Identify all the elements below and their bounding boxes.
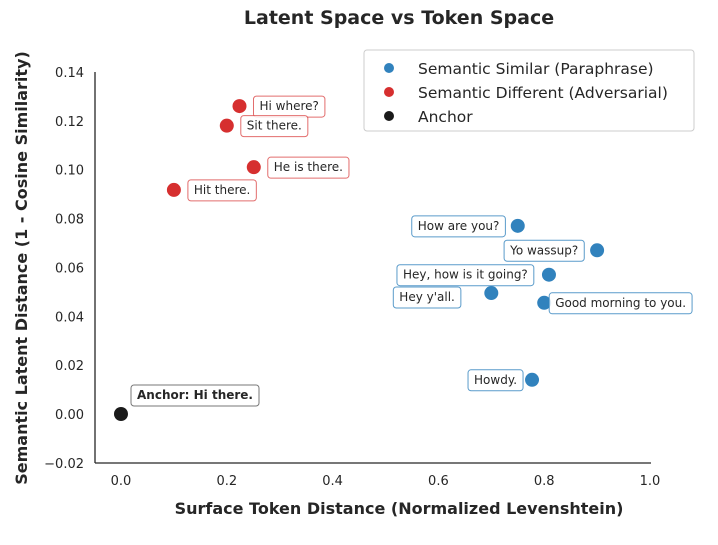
y-tick-label: 0.14 [55,66,84,81]
legend-label: Semantic Similar (Paraphrase) [418,60,654,78]
annotation-text: Good morning to you. [555,296,686,310]
point-annotation: Hit there. [187,179,257,202]
chart-title: Latent Space vs Token Space [244,7,554,29]
annotation-box [240,115,309,138]
annotation-box [267,156,350,179]
x-axis-label: Surface Token Distance (Normalized Leven… [175,499,624,518]
annotation-text: Hey y'all. [399,290,455,304]
annotation-text: Hi where? [259,99,318,113]
annotation-box [411,215,506,238]
annotation-box [467,369,524,392]
legend-marker [384,87,394,97]
legend-box [363,49,695,132]
annotation-text: He is there. [274,160,343,174]
annotation-text: Yo wassup? [509,243,578,257]
legend-marker [384,63,394,73]
annotation-box [396,264,535,287]
point-annotation: Yo wassup? [503,239,585,262]
annotation-box [548,292,693,315]
data-point [232,99,247,114]
point-annotation: How are you? [411,215,506,238]
y-tick-label: 0.02 [55,359,84,374]
point-annotation: Hey, how is it going? [396,264,535,287]
annotation-box [392,286,462,309]
y-tick-label: 0.04 [55,310,84,325]
point-annotation: Howdy. [467,369,524,392]
annotation-text: Anchor: Hi there. [137,388,253,402]
y-axis-label: Semantic Latent Distance (1 - Cosine Sim… [12,51,31,485]
data-point [510,218,525,233]
annotation-text: Howdy. [474,373,517,387]
annotation-box [503,239,585,262]
x-tick-label: 0.2 [216,474,237,489]
y-tick-label: 0.06 [55,261,84,276]
annotation-box [187,179,257,202]
data-point [537,295,552,310]
data-point [484,286,499,301]
point-annotation: Sit there. [240,115,309,138]
data-point [219,118,234,133]
legend-marker [384,111,394,121]
point-annotation: Hey y'all. [392,286,462,309]
y-tick-label: 0.10 [55,164,84,179]
data-point [114,407,128,421]
x-tick-label: 0.8 [534,474,555,489]
annotation-text: How are you? [418,219,500,233]
data-point [246,160,261,175]
annotation-box [130,384,260,407]
point-annotation: Anchor: Hi there. [130,384,260,407]
annotation-text: Sit there. [247,119,302,133]
y-tick-label: 0.12 [55,115,84,130]
x-tick-label: 0.4 [322,474,343,489]
data-point [525,372,540,387]
y-tick-label: 0.00 [55,408,84,423]
y-tick-label: −0.02 [44,457,84,472]
x-tick-label: 0.6 [428,474,449,489]
legend-label: Anchor [418,108,473,126]
y-tick-label: 0.08 [55,213,84,228]
x-tick-label: 1.0 [640,474,661,489]
data-point [541,267,556,282]
x-tick-label: 0.0 [111,474,132,489]
point-annotation: Good morning to you. [548,292,693,315]
point-annotation: Hi where? [252,95,326,118]
point-annotation: He is there. [267,156,350,179]
annotation-text: Hey, how is it going? [403,268,528,282]
data-point [166,182,181,197]
data-point [590,243,605,258]
annotation-text: Hit there. [194,183,250,197]
legend: Semantic Similar (Paraphrase) Semantic Di… [363,49,695,132]
legend-label: Semantic Different (Adversarial) [418,84,668,102]
